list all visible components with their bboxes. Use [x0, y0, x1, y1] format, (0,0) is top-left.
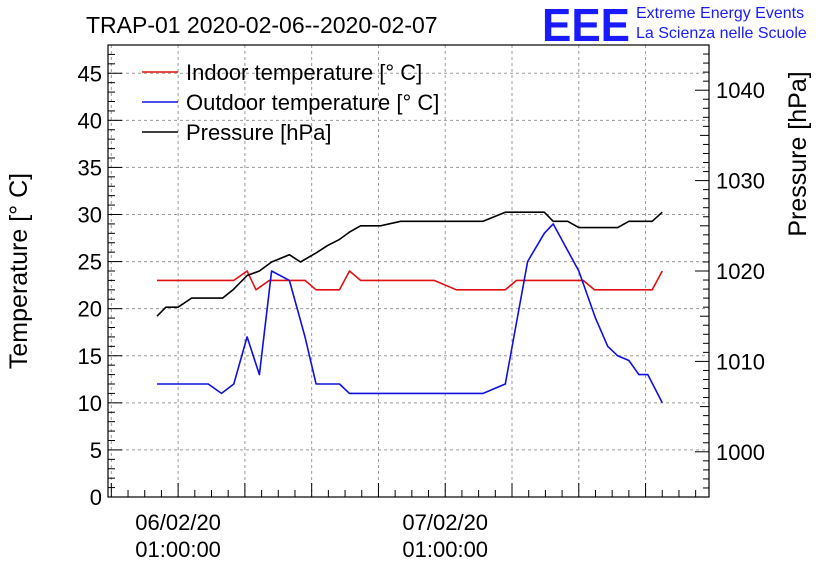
right-tick-label: 1000: [716, 440, 765, 465]
chart-title: TRAP-01 2020-02-06--2020-02-07: [86, 12, 438, 38]
left-tick-label: 20: [78, 297, 102, 322]
y-axis-label-right: Pressure [hPa]: [784, 71, 812, 236]
x-tick-label-time: 01:00:00: [135, 537, 221, 562]
x-tick-label-date: 06/02/20: [135, 510, 221, 535]
series-line-indoor: [157, 270, 664, 291]
left-tick-label: 5: [90, 438, 102, 463]
left-tick-label: 15: [78, 344, 102, 369]
right-tick-label: 1040: [716, 78, 765, 103]
right-axis: 1000 1010 1020 1030 1040: [695, 44, 765, 489]
left-tick-label: 35: [78, 155, 102, 180]
left-tick-label: 30: [78, 203, 102, 228]
logo-line2: La Scienza nelle Scuole: [636, 25, 807, 42]
left-axis: 0 5 10 15 20 25 30 35 40 45: [78, 53, 122, 510]
x-tick-label-time: 01:00:00: [402, 537, 488, 562]
right-tick-label: 1020: [716, 259, 765, 284]
left-tick-label: 0: [90, 485, 102, 510]
eee-logo: EEE: [542, 0, 630, 51]
right-tick-label: 1010: [716, 349, 765, 374]
left-tick-label: 45: [78, 61, 102, 86]
grid: [108, 45, 709, 497]
legend-label-indoor: Indoor temperature [° C]: [186, 60, 422, 85]
series-line-pressure: [156, 211, 663, 317]
left-tick-label: 10: [78, 391, 102, 416]
left-tick-label: 25: [78, 250, 102, 275]
legend: Indoor temperature [° C] Outdoor tempera…: [142, 60, 439, 145]
series-lines: [156, 211, 664, 404]
x-tick-label-date: 07/02/20: [402, 510, 488, 535]
left-tick-label: 40: [78, 108, 102, 133]
legend-label-outdoor: Outdoor temperature [° C]: [186, 90, 439, 115]
legend-label-pressure: Pressure [hPa]: [186, 120, 332, 145]
series-line-outdoor: [157, 223, 664, 404]
y-axis-label-left: Temperature [° C]: [5, 173, 33, 369]
right-tick-label: 1030: [716, 169, 765, 194]
logo-line1: Extreme Energy Events: [636, 5, 804, 22]
